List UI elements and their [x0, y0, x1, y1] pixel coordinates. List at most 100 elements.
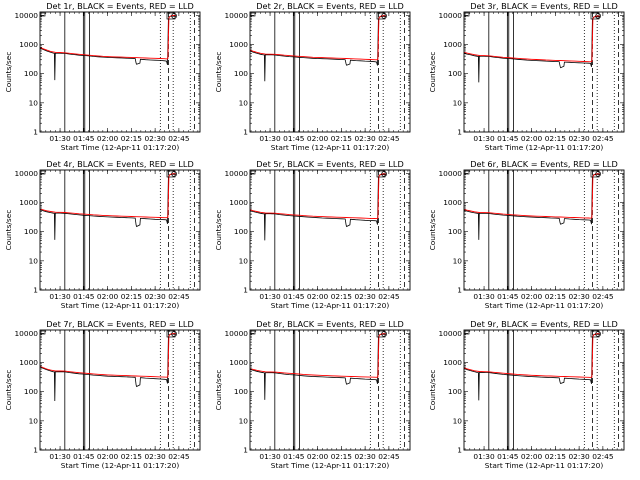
start-marker-box	[464, 330, 470, 335]
y-tick-label: 10	[239, 256, 249, 265]
x-tick-label: 02:00	[307, 452, 329, 461]
x-tick-label: 02:45	[592, 134, 614, 143]
series-lld-line	[40, 15, 177, 60]
y-tick-label: 100	[24, 227, 38, 236]
start-marker-box	[250, 330, 256, 335]
series-group	[40, 173, 177, 240]
y-tick-label: 1	[243, 128, 248, 137]
panel-title: Det 4r, BLACK = Events, RED = LLD	[46, 159, 194, 169]
x-tick-label: 02:45	[378, 452, 400, 461]
x-tick-label: 02:30	[568, 134, 590, 143]
panel-6: Det 6r, BLACK = Events, RED = LLD 1 10 100 1…	[428, 159, 625, 310]
series-group	[250, 173, 387, 241]
start-marker-box	[464, 170, 470, 175]
y-tick-label: 10000	[14, 329, 38, 338]
series-events-line	[250, 15, 387, 82]
x-tick-label: 01:45	[283, 452, 305, 461]
x-tick-label: 02:00	[521, 452, 543, 461]
series-group	[464, 333, 601, 401]
x-tick-label: 02:15	[545, 292, 567, 301]
panel-7: Det 7r, BLACK = Events, RED = LLD 1 10 100 1…	[4, 319, 201, 470]
x-tick-label: 02:45	[168, 134, 190, 143]
x-tick-label: 01:30	[49, 452, 71, 461]
panel-9: Det 9r, BLACK = Events, RED = LLD 1 10 100 1…	[428, 319, 625, 470]
x-tick-label: 02:30	[144, 134, 166, 143]
y-tick-label: 10	[29, 416, 39, 425]
saa-marker-box	[376, 330, 386, 338]
y-tick-label: 100	[24, 387, 38, 396]
x-tick-label: 02:45	[168, 452, 190, 461]
y-tick-label: 10000	[224, 11, 248, 20]
panel-title: Det 1r, BLACK = Events, RED = LLD	[46, 1, 194, 11]
y-tick-label: 100	[448, 227, 462, 236]
saa-marker-box	[376, 12, 386, 20]
x-tick-label: 02:30	[568, 452, 590, 461]
plot-frame	[39, 169, 201, 291]
x-tick-label: 01:45	[497, 292, 519, 301]
y-axis-label: Counts/sec	[214, 210, 223, 251]
start-marker-box	[250, 12, 256, 17]
vertical-markers	[274, 170, 405, 290]
saa-marker-box	[376, 170, 386, 178]
panel-2: Det 2r, BLACK = Events, RED = LLD 1 10 100 1…	[214, 1, 411, 152]
y-tick-label: 10	[239, 98, 249, 107]
series-lld-line	[250, 333, 387, 378]
vertical-markers	[274, 12, 405, 132]
series-lld-line	[464, 333, 601, 378]
x-tick-label: 01:45	[73, 134, 95, 143]
x-tick-label: 02:30	[568, 292, 590, 301]
series-events-line	[250, 174, 387, 241]
panel-title: Det 6r, BLACK = Events, RED = LLD	[470, 159, 618, 169]
x-axis-label: Start Time (12-Apr-11 01:17:20)	[485, 301, 604, 310]
start-marker-box	[250, 170, 256, 175]
vertical-markers	[64, 12, 195, 132]
x-tick-label: 02:00	[97, 292, 119, 301]
x-axis-label: Start Time (12-Apr-11 01:17:20)	[485, 461, 604, 470]
series-group	[40, 15, 177, 81]
y-axis-label: Counts/sec	[4, 370, 13, 411]
y-tick-label: 1000	[229, 198, 248, 207]
y-tick-label: 1	[33, 446, 38, 455]
y-tick-label: 1	[33, 286, 38, 295]
y-tick-label: 1	[457, 128, 462, 137]
x-tick-label: 02:45	[378, 134, 400, 143]
x-tick-label: 01:30	[49, 292, 71, 301]
x-tick-label: 01:30	[259, 292, 281, 301]
plot-frame	[249, 169, 411, 291]
plot-frame	[249, 11, 411, 133]
panel-8: Det 8r, BLACK = Events, RED = LLD 1 10 100 1…	[214, 319, 411, 470]
series-lld-line	[464, 173, 601, 219]
x-tick-label: 02:15	[545, 452, 567, 461]
start-marker-box	[40, 330, 46, 335]
x-tick-label: 02:30	[144, 292, 166, 301]
x-tick-label: 02:15	[545, 134, 567, 143]
x-tick-label: 01:45	[283, 292, 305, 301]
y-tick-label: 1000	[229, 40, 248, 49]
x-tick-label: 02:45	[378, 292, 400, 301]
x-tick-label: 02:15	[331, 134, 353, 143]
y-tick-label: 100	[234, 69, 248, 78]
y-tick-label: 1	[457, 446, 462, 455]
plot-frame	[463, 11, 625, 133]
y-tick-label: 10	[29, 256, 39, 265]
plot-frame	[463, 169, 625, 291]
panel-title: Det 3r, BLACK = Events, RED = LLD	[470, 1, 618, 11]
x-tick-label: 01:30	[473, 134, 495, 143]
x-tick-label: 02:45	[592, 292, 614, 301]
y-tick-label: 10000	[224, 169, 248, 178]
series-group	[250, 15, 387, 82]
y-tick-label: 1000	[443, 358, 462, 367]
series-events-line	[250, 333, 387, 400]
x-tick-label: 01:30	[473, 292, 495, 301]
x-tick-label: 02:00	[97, 134, 119, 143]
x-axis-label: Start Time (12-Apr-11 01:17:20)	[271, 143, 390, 152]
x-tick-label: 02:30	[354, 292, 376, 301]
panel-4: Det 4r, BLACK = Events, RED = LLD 1 10 100 1…	[4, 159, 201, 310]
series-lld-line	[250, 15, 387, 61]
saa-marker-box	[166, 170, 176, 178]
series-group	[250, 333, 387, 400]
x-tick-label: 01:45	[73, 452, 95, 461]
panel-3: Det 3r, BLACK = Events, RED = LLD 1 10 100 1…	[428, 1, 625, 152]
series-group	[464, 15, 601, 83]
plot-frame	[463, 329, 625, 451]
